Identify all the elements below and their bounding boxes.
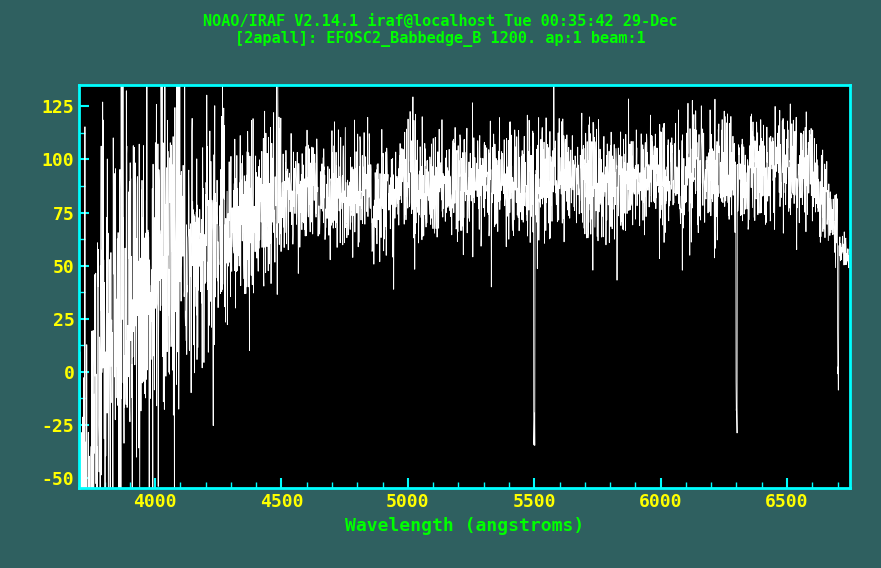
Text: [2apall]: EFOSC2_Babbedge_B 1200. ap:1 beam:1: [2apall]: EFOSC2_Babbedge_B 1200. ap:1 b… xyxy=(235,31,646,47)
X-axis label: Wavelength (angstroms): Wavelength (angstroms) xyxy=(345,517,584,535)
Text: NOAO/IRAF V2.14.1 iraf@localhost Tue 00:35:42 29-Dec: NOAO/IRAF V2.14.1 iraf@localhost Tue 00:… xyxy=(204,14,677,29)
